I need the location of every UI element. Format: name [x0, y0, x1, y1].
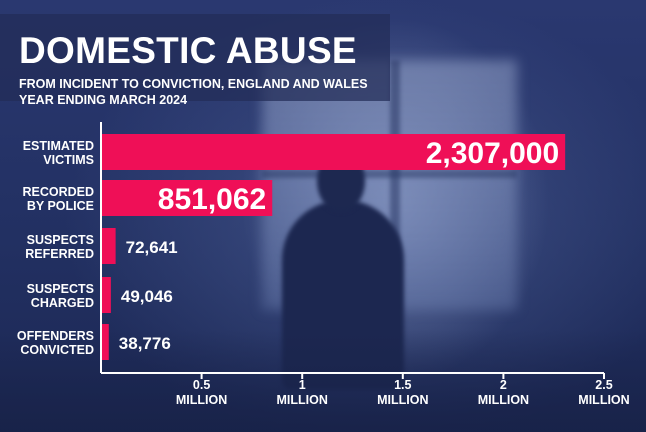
chart-title: DOMESTIC ABUSE	[19, 30, 357, 71]
x-tick-label: 2.5 MILLION	[578, 378, 629, 407]
value-label: 72,641	[126, 238, 178, 257]
bar	[102, 180, 273, 216]
x-tick-label: 2 MILLION	[478, 378, 529, 407]
x-tick-label: 1 MILLION	[277, 378, 328, 407]
bar	[102, 324, 109, 360]
value-label: 38,776	[119, 334, 171, 353]
title-panel: DOMESTIC ABUSE FROM INCIDENT TO CONVICTI…	[0, 14, 390, 107]
category-label: RECORDED BY POLICE	[22, 185, 94, 213]
x-tick-label: 1.5 MILLION	[377, 378, 428, 407]
chart-subtitle: FROM INCIDENT TO CONVICTION, ENGLAND AND…	[19, 77, 368, 91]
value-label: 2,307,000	[426, 137, 559, 170]
category-label: SUSPECTS REFERRED	[25, 233, 94, 261]
x-tick-label: 0.5 MILLION	[176, 378, 227, 407]
bar	[102, 134, 566, 170]
bar	[102, 277, 111, 313]
window-frame	[262, 170, 517, 178]
value-label: 49,046	[121, 287, 173, 306]
value-label: 851,062	[158, 183, 266, 216]
window-frame	[390, 60, 400, 310]
category-label: ESTIMATED VICTIMS	[23, 139, 94, 167]
chart-subtitle-period: YEAR ENDING MARCH 2024	[19, 93, 188, 107]
bar	[102, 228, 116, 264]
category-label: OFFENDERS CONVICTED	[17, 329, 94, 357]
category-label: SUSPECTS CHARGED	[27, 282, 94, 310]
